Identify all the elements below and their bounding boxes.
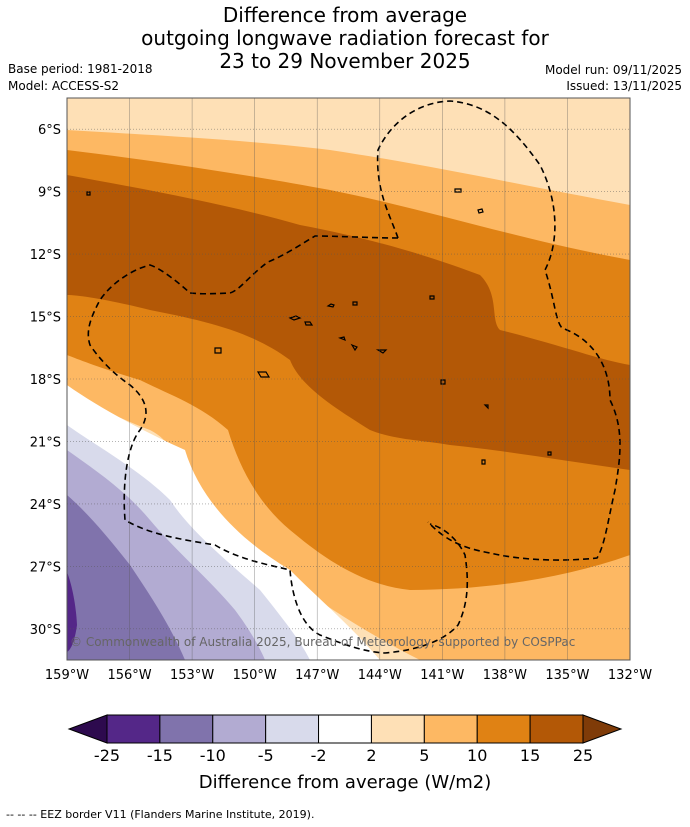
gridlines (66, 98, 631, 660)
island-4 (304, 321, 314, 326)
chart-title-line-3: 23 to 29 November 2025 (219, 49, 471, 73)
colorbar-segment (106, 714, 161, 744)
base-period-text: Base period: 1981-2018 (8, 62, 153, 76)
colorbar-tick-label: -10 (200, 746, 226, 765)
y-tick-label: 30°S (30, 623, 61, 638)
y-tick-label: 15°S (30, 311, 61, 326)
island-12 (440, 379, 446, 385)
x-axis: 159°W 156°W 153°W 150°W 147°W 144°W 141°W 138°W… (45, 668, 652, 683)
x-tick-label: 135°W (545, 668, 589, 683)
colorbar-tick-label: 10 (467, 746, 487, 765)
colorbar-tick-label: 15 (520, 746, 540, 765)
eez-border-cook-islands (376, 100, 621, 561)
island-8 (214, 347, 222, 354)
colorbar-extend-high (582, 714, 623, 744)
colorbar-tick-label: -25 (94, 746, 120, 765)
colorbar-tick-label: 25 (573, 746, 593, 765)
x-tick-label: 132°W (608, 668, 652, 683)
chart-title-line-2: outgoing longwave radiation forecast for (141, 26, 549, 50)
eez-borders (87, 100, 621, 654)
model-text: Model: ACCESS-S2 (8, 79, 120, 93)
x-tick-label: 150°W (233, 668, 277, 683)
y-tick-label: 6°S (38, 123, 61, 138)
colorbar-label: Difference from average (W/m2) (199, 772, 491, 793)
colorbar-segment (423, 714, 478, 744)
model-run-text: Model run: 09/11/2025 (544, 63, 682, 77)
band-m15-m10 (67, 495, 185, 660)
y-axis: 6°S 9°S 12°S 15°S 18°S 21°S 24°S 27°S 30°S (30, 123, 61, 638)
colorbar-segment (159, 714, 214, 744)
island-17 (86, 191, 91, 196)
x-tick-label: 156°W (107, 668, 151, 683)
island-3 (288, 315, 302, 321)
island-7 (375, 349, 388, 354)
island-1 (326, 303, 335, 308)
island-13 (483, 404, 489, 410)
colorbar-segment (265, 714, 320, 744)
colorbar-tick-label: 5 (419, 746, 429, 765)
island-14 (429, 295, 435, 300)
issued-text: Issued: 13/11/2025 (566, 79, 682, 93)
y-tick-label: 21°S (30, 435, 61, 450)
y-tick-label: 12°S (30, 248, 61, 263)
x-tick-label: 138°W (483, 668, 527, 683)
y-tick-label: 27°S (30, 560, 61, 575)
chart-title-line-1: Difference from average (222, 3, 468, 27)
island-10 (454, 188, 462, 193)
colorbar: -25 -15 -10 -5 -2 2 5 10 15 25 (67, 714, 623, 765)
colorbar-segment (318, 714, 372, 744)
island-15 (481, 459, 486, 465)
colorbar-segment (212, 714, 267, 744)
band-m25-m15 (67, 572, 77, 652)
colorbar-segment (370, 714, 425, 744)
x-tick-label: 141°W (420, 668, 464, 683)
colorbar-extend-low (67, 714, 108, 744)
colorbar-tick-label: -2 (311, 746, 327, 765)
colorbar-segment (476, 714, 531, 744)
colorbar-tick-label: 2 (366, 746, 376, 765)
island-5 (338, 336, 346, 342)
y-tick-label: 24°S (30, 498, 61, 513)
island-9 (256, 371, 271, 378)
eez-legend-text: -- -- -- EEZ border V11 (Flanders Marine… (6, 808, 315, 821)
colorbar-segment (529, 714, 584, 744)
eez-border-french-polynesia (87, 235, 469, 654)
copyright-text: © Commonwealth of Australia 2025, Bureau… (70, 635, 575, 649)
colorbar-tick-label: -15 (147, 746, 173, 765)
island-2 (352, 301, 358, 306)
colorbar-tick-label: -5 (258, 746, 274, 765)
island-11 (477, 208, 484, 214)
island-6 (350, 343, 358, 352)
y-tick-label: 18°S (30, 373, 61, 388)
x-tick-label: 159°W (45, 668, 89, 683)
band-15-25 (67, 175, 630, 470)
plot-frame (66, 97, 631, 661)
y-tick-label: 9°S (38, 186, 61, 201)
x-tick-label: 153°W (170, 668, 214, 683)
x-tick-label: 147°W (295, 668, 339, 683)
x-tick-label: 144°W (358, 668, 402, 683)
island-coastlines (86, 188, 552, 465)
island-16 (547, 451, 552, 456)
